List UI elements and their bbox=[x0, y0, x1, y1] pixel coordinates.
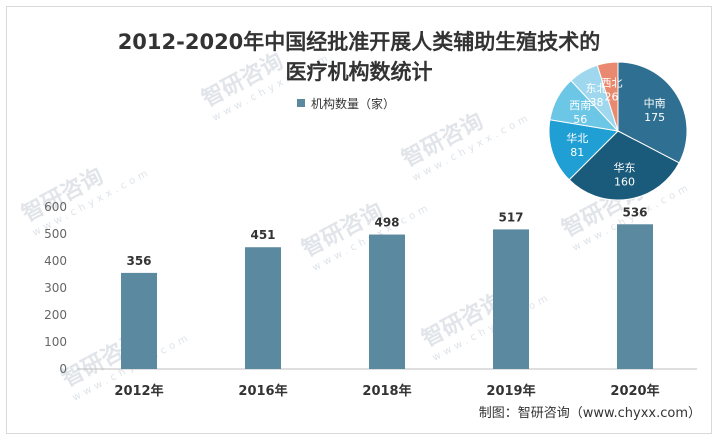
x-tick-label: 2019年 bbox=[486, 383, 535, 399]
bar bbox=[493, 229, 529, 369]
pie-slice-value: 38 bbox=[589, 96, 603, 109]
y-tick-label: 400 bbox=[44, 254, 67, 268]
bar bbox=[121, 272, 157, 369]
bar-value-label: 451 bbox=[250, 228, 275, 242]
bar bbox=[245, 247, 281, 369]
bar-value-label: 517 bbox=[498, 210, 523, 224]
x-tick-label: 2020年 bbox=[610, 383, 659, 399]
pie-slice-value: 26 bbox=[605, 91, 619, 104]
pie-slice bbox=[548, 119, 620, 181]
pie-slice-name: 东北 bbox=[585, 82, 607, 95]
pie-slice bbox=[596, 61, 619, 132]
y-tick-label: 500 bbox=[44, 227, 67, 241]
x-axis: 2012年 2016年 2018年 2019年 2020年 bbox=[114, 383, 659, 399]
pie-slice-value: 175 bbox=[644, 111, 665, 124]
x-tick-label: 2018年 bbox=[362, 383, 411, 399]
bar bbox=[617, 224, 653, 369]
bar bbox=[369, 234, 405, 369]
bar-data-labels: 356 451 498 517 536 bbox=[126, 205, 647, 268]
chart-title-line-2: 医疗机构数统计 bbox=[286, 60, 433, 84]
y-tick-label: 300 bbox=[44, 281, 67, 295]
pie-slice-name: 华北 bbox=[566, 131, 588, 145]
pie-slice-value: 56 bbox=[573, 113, 587, 126]
x-tick-label: 2016年 bbox=[238, 383, 287, 399]
pie-slice bbox=[617, 61, 688, 164]
y-axis: 0 100 200 300 400 500 600 bbox=[44, 200, 67, 376]
pie-slice-name: 西南 bbox=[569, 99, 591, 112]
pie-slice-value: 160 bbox=[614, 175, 635, 188]
y-tick-label: 100 bbox=[44, 335, 67, 349]
pie-slice-value: 81 bbox=[570, 146, 584, 159]
y-tick-label: 0 bbox=[59, 362, 67, 376]
pie-slice-name: 西北 bbox=[601, 77, 623, 90]
y-tick-label: 600 bbox=[44, 200, 67, 214]
bar-value-label: 498 bbox=[374, 216, 399, 230]
pie-slice-name: 华东 bbox=[613, 160, 635, 174]
legend-label: 机构数量（家） bbox=[311, 96, 395, 111]
legend-swatch bbox=[297, 99, 305, 107]
chart-title-line-1: 2012-2020年中国经批准开展人类辅助生殖技术的 bbox=[118, 30, 601, 54]
y-tick-label: 200 bbox=[44, 308, 67, 322]
pie-slice bbox=[568, 130, 680, 201]
bar-value-label: 356 bbox=[126, 254, 151, 268]
bar-series bbox=[121, 224, 653, 369]
bar-value-label: 536 bbox=[622, 205, 647, 219]
x-tick-label: 2012年 bbox=[114, 383, 163, 399]
source-note: 制图：智研咨询（www.chyxx.com） bbox=[479, 406, 701, 421]
pie-slice-name: 中南 bbox=[644, 97, 666, 110]
